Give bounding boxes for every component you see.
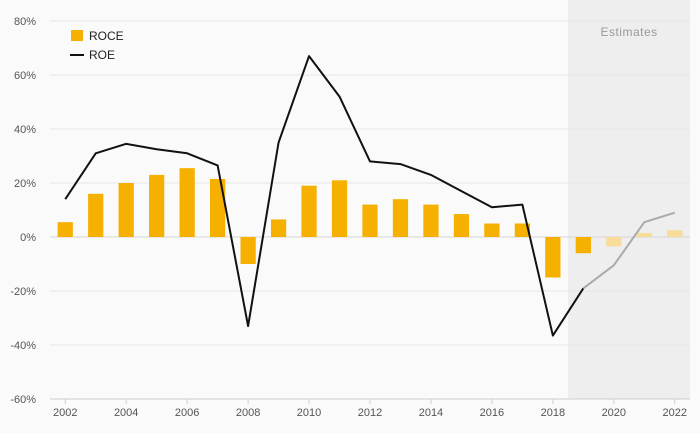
- y-tick-label: 0%: [20, 232, 36, 244]
- roce-bar: [210, 178, 226, 237]
- x-tick-label: 2012: [358, 407, 382, 419]
- roce-bar: [118, 183, 134, 237]
- y-tick-label: 20%: [14, 178, 36, 190]
- x-tick-label: 2004: [114, 407, 138, 419]
- y-tick-label: 60%: [14, 70, 36, 82]
- roce-bar: [636, 232, 652, 237]
- legend-roce-label: ROCE: [89, 29, 124, 43]
- estimates-label: Estimates: [600, 25, 657, 39]
- x-tick-label: 2016: [480, 407, 504, 419]
- roce-bar: [514, 223, 530, 237]
- roe-line-estimate: [582, 211, 676, 290]
- roce-bar: [179, 168, 195, 237]
- roce-bar: [301, 185, 317, 237]
- roce-bar: [545, 237, 561, 278]
- y-tick-label: 40%: [14, 124, 36, 136]
- roce-bar: [606, 237, 622, 247]
- x-tick-label: 2018: [541, 407, 565, 419]
- roce-bar: [88, 193, 104, 237]
- roce-bar: [392, 199, 409, 237]
- legend-roce-swatch: [71, 30, 83, 41]
- roce-bar: [667, 230, 683, 237]
- roe-line-actual: [64, 55, 585, 337]
- x-tick-label: 2014: [419, 407, 443, 419]
- roce-bar: [575, 237, 591, 254]
- roe-line: [64, 55, 676, 337]
- x-tick-label: 2008: [236, 407, 260, 419]
- x-tick-label: 2022: [663, 407, 687, 419]
- x-tick-label: 2020: [602, 407, 626, 419]
- roce-bar: [270, 219, 287, 237]
- y-tick-label: -60%: [10, 394, 36, 406]
- roce-bar: [149, 174, 165, 237]
- estimates-band: [568, 0, 690, 399]
- x-tick-label: 2006: [175, 407, 199, 419]
- roce-bar: [453, 214, 470, 237]
- roce-bar: [331, 180, 348, 237]
- roce-bar: [484, 223, 500, 237]
- roce-bar: [240, 237, 256, 264]
- legend: ROCE ROE: [70, 29, 124, 62]
- x-tick-label: 2010: [297, 407, 321, 419]
- roce-bar: [57, 222, 73, 237]
- roce-bar: [423, 204, 439, 237]
- y-tick-label: -20%: [10, 286, 36, 298]
- y-tick-label: -40%: [10, 340, 36, 352]
- legend-roe-label: ROE: [89, 48, 115, 62]
- y-axis: -60% -40% -20% 0% 20% 40% 60% 80%: [10, 16, 36, 406]
- roce-bar: [362, 204, 378, 237]
- x-axis: 2002 2004 2006 2008 2010 2012 2014 2016 2018 2020…: [50, 398, 690, 419]
- x-tick-label: 2002: [53, 407, 77, 419]
- roce-bars: [57, 168, 683, 278]
- y-tick-label: 80%: [14, 16, 36, 28]
